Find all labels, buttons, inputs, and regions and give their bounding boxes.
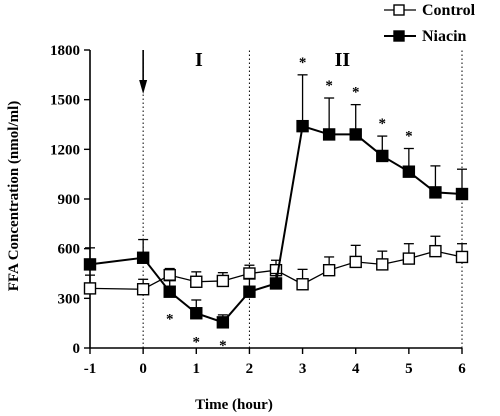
data-point <box>349 128 362 141</box>
y-tick-label: 1800 <box>50 43 80 59</box>
significance-star: * <box>379 116 387 132</box>
y-tick-label: 600 <box>58 242 81 258</box>
series-layer: * * * * * * * * <box>83 55 469 354</box>
significance-star: * <box>219 338 227 354</box>
data-point <box>190 307 203 320</box>
legend-marker <box>393 4 405 16</box>
significance-star: * <box>193 334 201 350</box>
legend-item: Control <box>384 2 476 19</box>
x-tick-label: 4 <box>352 361 360 377</box>
data-point <box>296 119 309 133</box>
x-tick-label: 0 <box>139 361 147 377</box>
data-point <box>136 251 150 264</box>
data-point <box>83 258 97 271</box>
data-point <box>402 165 416 178</box>
data-point <box>349 255 362 269</box>
legend-label: Control <box>422 2 476 19</box>
x-tick-label: 3 <box>299 361 307 377</box>
phase-guides: I II <box>139 49 463 348</box>
data-point <box>163 268 176 282</box>
x-tick-label: 1 <box>193 361 201 377</box>
data-point <box>243 285 256 298</box>
data-point <box>322 128 336 141</box>
legend: Control Niacin <box>384 2 476 45</box>
data-point <box>296 278 309 291</box>
y-tick-label: 0 <box>73 341 81 357</box>
data-point <box>429 244 442 258</box>
y-tick-label: 1200 <box>50 142 80 158</box>
y-tick-label: 1500 <box>50 93 80 109</box>
data-point <box>83 282 97 295</box>
significance-star: * <box>299 55 307 71</box>
x-tick-label: 6 <box>458 361 466 377</box>
x-axis-label: Time (hour) <box>195 397 273 413</box>
data-point <box>376 258 389 271</box>
series-niacin: * * * * * * * * <box>83 55 469 354</box>
data-point <box>243 267 256 280</box>
legend-marker <box>393 30 405 42</box>
treatment-arrow-head <box>139 80 148 94</box>
y-tick-label: 300 <box>58 291 81 307</box>
data-point <box>455 250 469 264</box>
phase-label: II <box>335 49 351 71</box>
significance-star: * <box>166 311 174 327</box>
data-point <box>455 187 469 201</box>
series-control <box>83 235 469 296</box>
x-tick-label: 2 <box>246 361 254 377</box>
y-tick-label: 900 <box>58 192 81 208</box>
data-point <box>163 285 176 298</box>
legend-item: Niacin <box>384 28 467 45</box>
x-tick-label: -1 <box>84 361 97 377</box>
legend-label: Niacin <box>422 28 467 45</box>
y-axis-label: FFA Concentration (nmol/ml) <box>6 101 22 292</box>
significance-star: * <box>405 129 413 145</box>
data-point <box>216 316 230 329</box>
x-tick-label: 5 <box>405 361 413 377</box>
data-point <box>376 149 389 163</box>
data-point <box>269 277 283 290</box>
significance-star: * <box>352 85 360 101</box>
data-point <box>322 263 336 277</box>
data-point <box>216 274 230 288</box>
data-point <box>429 186 442 199</box>
data-point <box>190 275 203 288</box>
data-point <box>136 283 150 296</box>
phase-label: I <box>195 49 203 71</box>
data-point <box>402 252 416 265</box>
significance-star: * <box>325 78 333 94</box>
